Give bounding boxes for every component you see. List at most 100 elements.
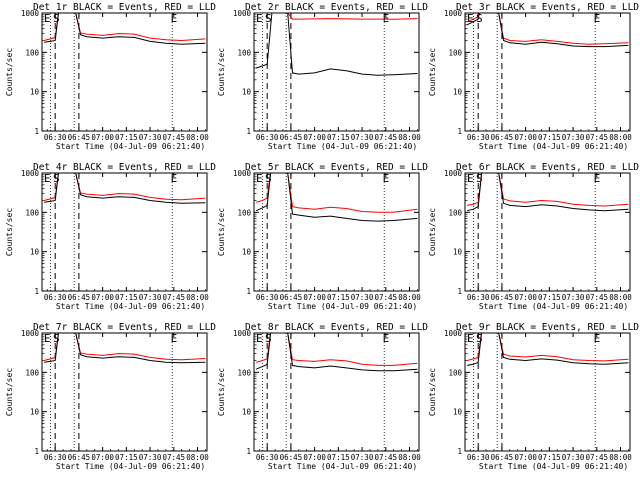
marker-label: S bbox=[53, 332, 60, 345]
y-tick-label: 100 bbox=[448, 48, 462, 57]
panel-title: Det 9r BLACK = Events, RED = LLD bbox=[456, 322, 639, 333]
marker-label: E bbox=[171, 12, 178, 25]
marker-label: E bbox=[44, 332, 51, 345]
x-tick-label: 07:00 bbox=[303, 453, 326, 462]
y-tick-label: 100 bbox=[237, 368, 251, 377]
x-tick-label: 06:30 bbox=[44, 293, 67, 302]
x-axis-label: Start Time (04-Jul-09 06:21:40) bbox=[479, 302, 628, 311]
plot-frame bbox=[253, 172, 420, 292]
y-tick-label: 1000 bbox=[21, 169, 40, 178]
marker-label: E bbox=[171, 172, 178, 185]
x-tick-label: 07:30 bbox=[562, 293, 585, 302]
data-lines bbox=[466, 333, 629, 366]
x-tick-label: 07:15 bbox=[115, 453, 138, 462]
y-axis-label: Counts/sec bbox=[5, 368, 14, 416]
x-tick-label: 07:15 bbox=[327, 133, 350, 142]
y-tick-label: 1000 bbox=[233, 9, 252, 18]
marker-label: E bbox=[594, 332, 601, 345]
y-tick-label: 1 bbox=[457, 127, 462, 136]
plot-frame bbox=[253, 332, 420, 452]
x-tick-label: 07:15 bbox=[538, 453, 561, 462]
y-tick-label: 10 bbox=[242, 248, 252, 257]
x-tick-label: 07:45 bbox=[163, 133, 186, 142]
y-axis-label: Counts/sec bbox=[217, 208, 226, 256]
x-tick-label: 07:30 bbox=[351, 133, 374, 142]
data-lines bbox=[466, 173, 629, 212]
x-tick-label: 07:30 bbox=[139, 453, 162, 462]
marker-label: S bbox=[476, 332, 483, 345]
y-axis-label: Counts/sec bbox=[428, 208, 437, 256]
panel-title: Det 3r BLACK = Events, RED = LLD bbox=[456, 2, 639, 13]
marker-label: E bbox=[467, 172, 474, 185]
plot-frame bbox=[464, 332, 631, 452]
marker-label: S bbox=[53, 12, 60, 25]
x-axis-label: Start Time (04-Jul-09 06:21:40) bbox=[479, 142, 628, 151]
marker-label: E bbox=[256, 172, 263, 185]
plot-frame bbox=[253, 12, 420, 132]
events-line bbox=[466, 173, 629, 212]
data-lines bbox=[466, 13, 629, 48]
marker-label: E bbox=[44, 12, 51, 25]
marker-label: E bbox=[44, 172, 51, 185]
x-tick-label: 07:15 bbox=[115, 293, 138, 302]
panel-title: Det 4r BLACK = Events, RED = LLD bbox=[33, 162, 216, 173]
y-tick-label: 100 bbox=[237, 48, 251, 57]
y-tick-label: 100 bbox=[448, 368, 462, 377]
y-tick-label: 1000 bbox=[21, 329, 40, 338]
x-tick-label: 06:45 bbox=[491, 293, 514, 302]
x-tick-label: 07:15 bbox=[538, 133, 561, 142]
x-tick-label: 07:00 bbox=[91, 293, 114, 302]
x-tick-label: 06:30 bbox=[256, 453, 279, 462]
marker-label: E bbox=[383, 12, 390, 25]
x-tick-label: 06:45 bbox=[280, 133, 303, 142]
y-tick-label: 1 bbox=[34, 287, 39, 296]
x-tick-label: 08:00 bbox=[609, 293, 632, 302]
y-tick-label: 1 bbox=[34, 127, 39, 136]
marker-label: S bbox=[53, 172, 60, 185]
plot-frame bbox=[41, 12, 208, 132]
lld-line bbox=[256, 13, 418, 20]
data-lines bbox=[255, 13, 418, 76]
y-tick-label: 10 bbox=[30, 88, 40, 97]
y-tick-label: 10 bbox=[30, 248, 40, 257]
y-tick-label: 10 bbox=[453, 408, 463, 417]
x-tick-label: 08:00 bbox=[186, 133, 209, 142]
x-axis-label: Start Time (04-Jul-09 06:21:40) bbox=[56, 142, 205, 151]
y-axis-label: Counts/sec bbox=[217, 48, 226, 96]
data-lines bbox=[43, 333, 206, 364]
panel-title: Det 8r BLACK = Events, RED = LLD bbox=[245, 322, 428, 333]
x-tick-label: 08:00 bbox=[609, 453, 632, 462]
y-tick-label: 1000 bbox=[444, 9, 463, 18]
x-tick-label: 08:00 bbox=[609, 133, 632, 142]
y-axis-label: Counts/sec bbox=[217, 368, 226, 416]
x-tick-label: 07:45 bbox=[375, 453, 398, 462]
marker-label: S bbox=[265, 332, 272, 345]
plot-frame bbox=[464, 12, 631, 132]
marker-label: E bbox=[467, 332, 474, 345]
plot-frame bbox=[41, 172, 208, 292]
plot-frame bbox=[41, 332, 208, 452]
marker-label: E bbox=[594, 12, 601, 25]
x-tick-label: 07:45 bbox=[163, 453, 186, 462]
x-tick-label: 06:45 bbox=[68, 293, 91, 302]
panel-title: Det 1r BLACK = Events, RED = LLD bbox=[33, 2, 216, 13]
x-tick-label: 07:15 bbox=[327, 293, 350, 302]
marker-label: E bbox=[383, 172, 390, 185]
y-tick-label: 1000 bbox=[233, 329, 252, 338]
x-tick-label: 07:45 bbox=[586, 133, 609, 142]
y-tick-label: 100 bbox=[237, 208, 251, 217]
x-tick-label: 07:00 bbox=[514, 453, 537, 462]
x-axis-label: Start Time (04-Jul-09 06:21:40) bbox=[56, 302, 205, 311]
y-axis-label: Counts/sec bbox=[5, 48, 14, 96]
y-axis-label: Counts/sec bbox=[428, 48, 437, 96]
x-tick-label: 07:45 bbox=[163, 293, 186, 302]
y-tick-label: 10 bbox=[242, 408, 252, 417]
y-tick-label: 1000 bbox=[444, 329, 463, 338]
y-axis-label: Counts/sec bbox=[5, 208, 14, 256]
events-line bbox=[44, 333, 206, 364]
